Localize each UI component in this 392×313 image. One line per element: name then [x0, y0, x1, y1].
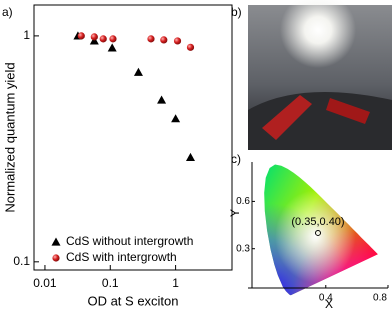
panel-label: c)	[231, 152, 241, 166]
marker	[185, 152, 195, 161]
marker	[77, 32, 85, 40]
photo-panel: b)	[231, 0, 392, 150]
y-tick-label: 0.3	[236, 243, 250, 254]
marker	[157, 95, 167, 104]
panel-label: a)	[2, 5, 13, 19]
marker	[109, 35, 117, 43]
plot-frame	[33, 4, 233, 271]
legend-marker	[52, 254, 60, 262]
x-tick-label: 0.1	[102, 276, 119, 290]
marker	[171, 114, 181, 123]
y-tick-label: 1	[23, 28, 30, 42]
gamut	[264, 164, 378, 296]
x-axis-label: X	[325, 297, 333, 311]
photo-clip	[262, 95, 312, 140]
x-tick-label: 0.4	[319, 293, 333, 304]
gamut-fill	[264, 164, 378, 296]
x-tick-label: 1	[172, 276, 179, 290]
legend-label: CdS without intergrowth	[66, 234, 193, 248]
photo-led	[280, 0, 356, 68]
y-axis-label: Y	[228, 209, 242, 217]
marker	[90, 33, 98, 41]
x-tick-label: 0.8	[373, 293, 387, 304]
y-tick-label: 0.6	[236, 196, 250, 207]
legend-label: CdS with intergrowth	[66, 250, 177, 264]
photo-cables	[248, 92, 392, 150]
x-tick-label: 0.01	[33, 276, 57, 290]
legend-marker	[51, 237, 61, 246]
marker	[147, 35, 155, 43]
y-axis-label: Normalized quantum yield	[2, 62, 17, 212]
marker	[133, 67, 143, 76]
marker	[99, 35, 107, 43]
point	[315, 229, 321, 236]
y-tick-label: 0.1	[13, 254, 30, 268]
annotation: (0.35,0.40)	[291, 216, 344, 228]
marker	[186, 43, 195, 51]
x-axis-label: OD at S exciton	[87, 293, 178, 308]
marker	[160, 36, 168, 44]
panel-label: b)	[231, 5, 242, 19]
marker	[107, 43, 117, 52]
marker	[173, 37, 182, 45]
photo-clip	[326, 98, 370, 124]
